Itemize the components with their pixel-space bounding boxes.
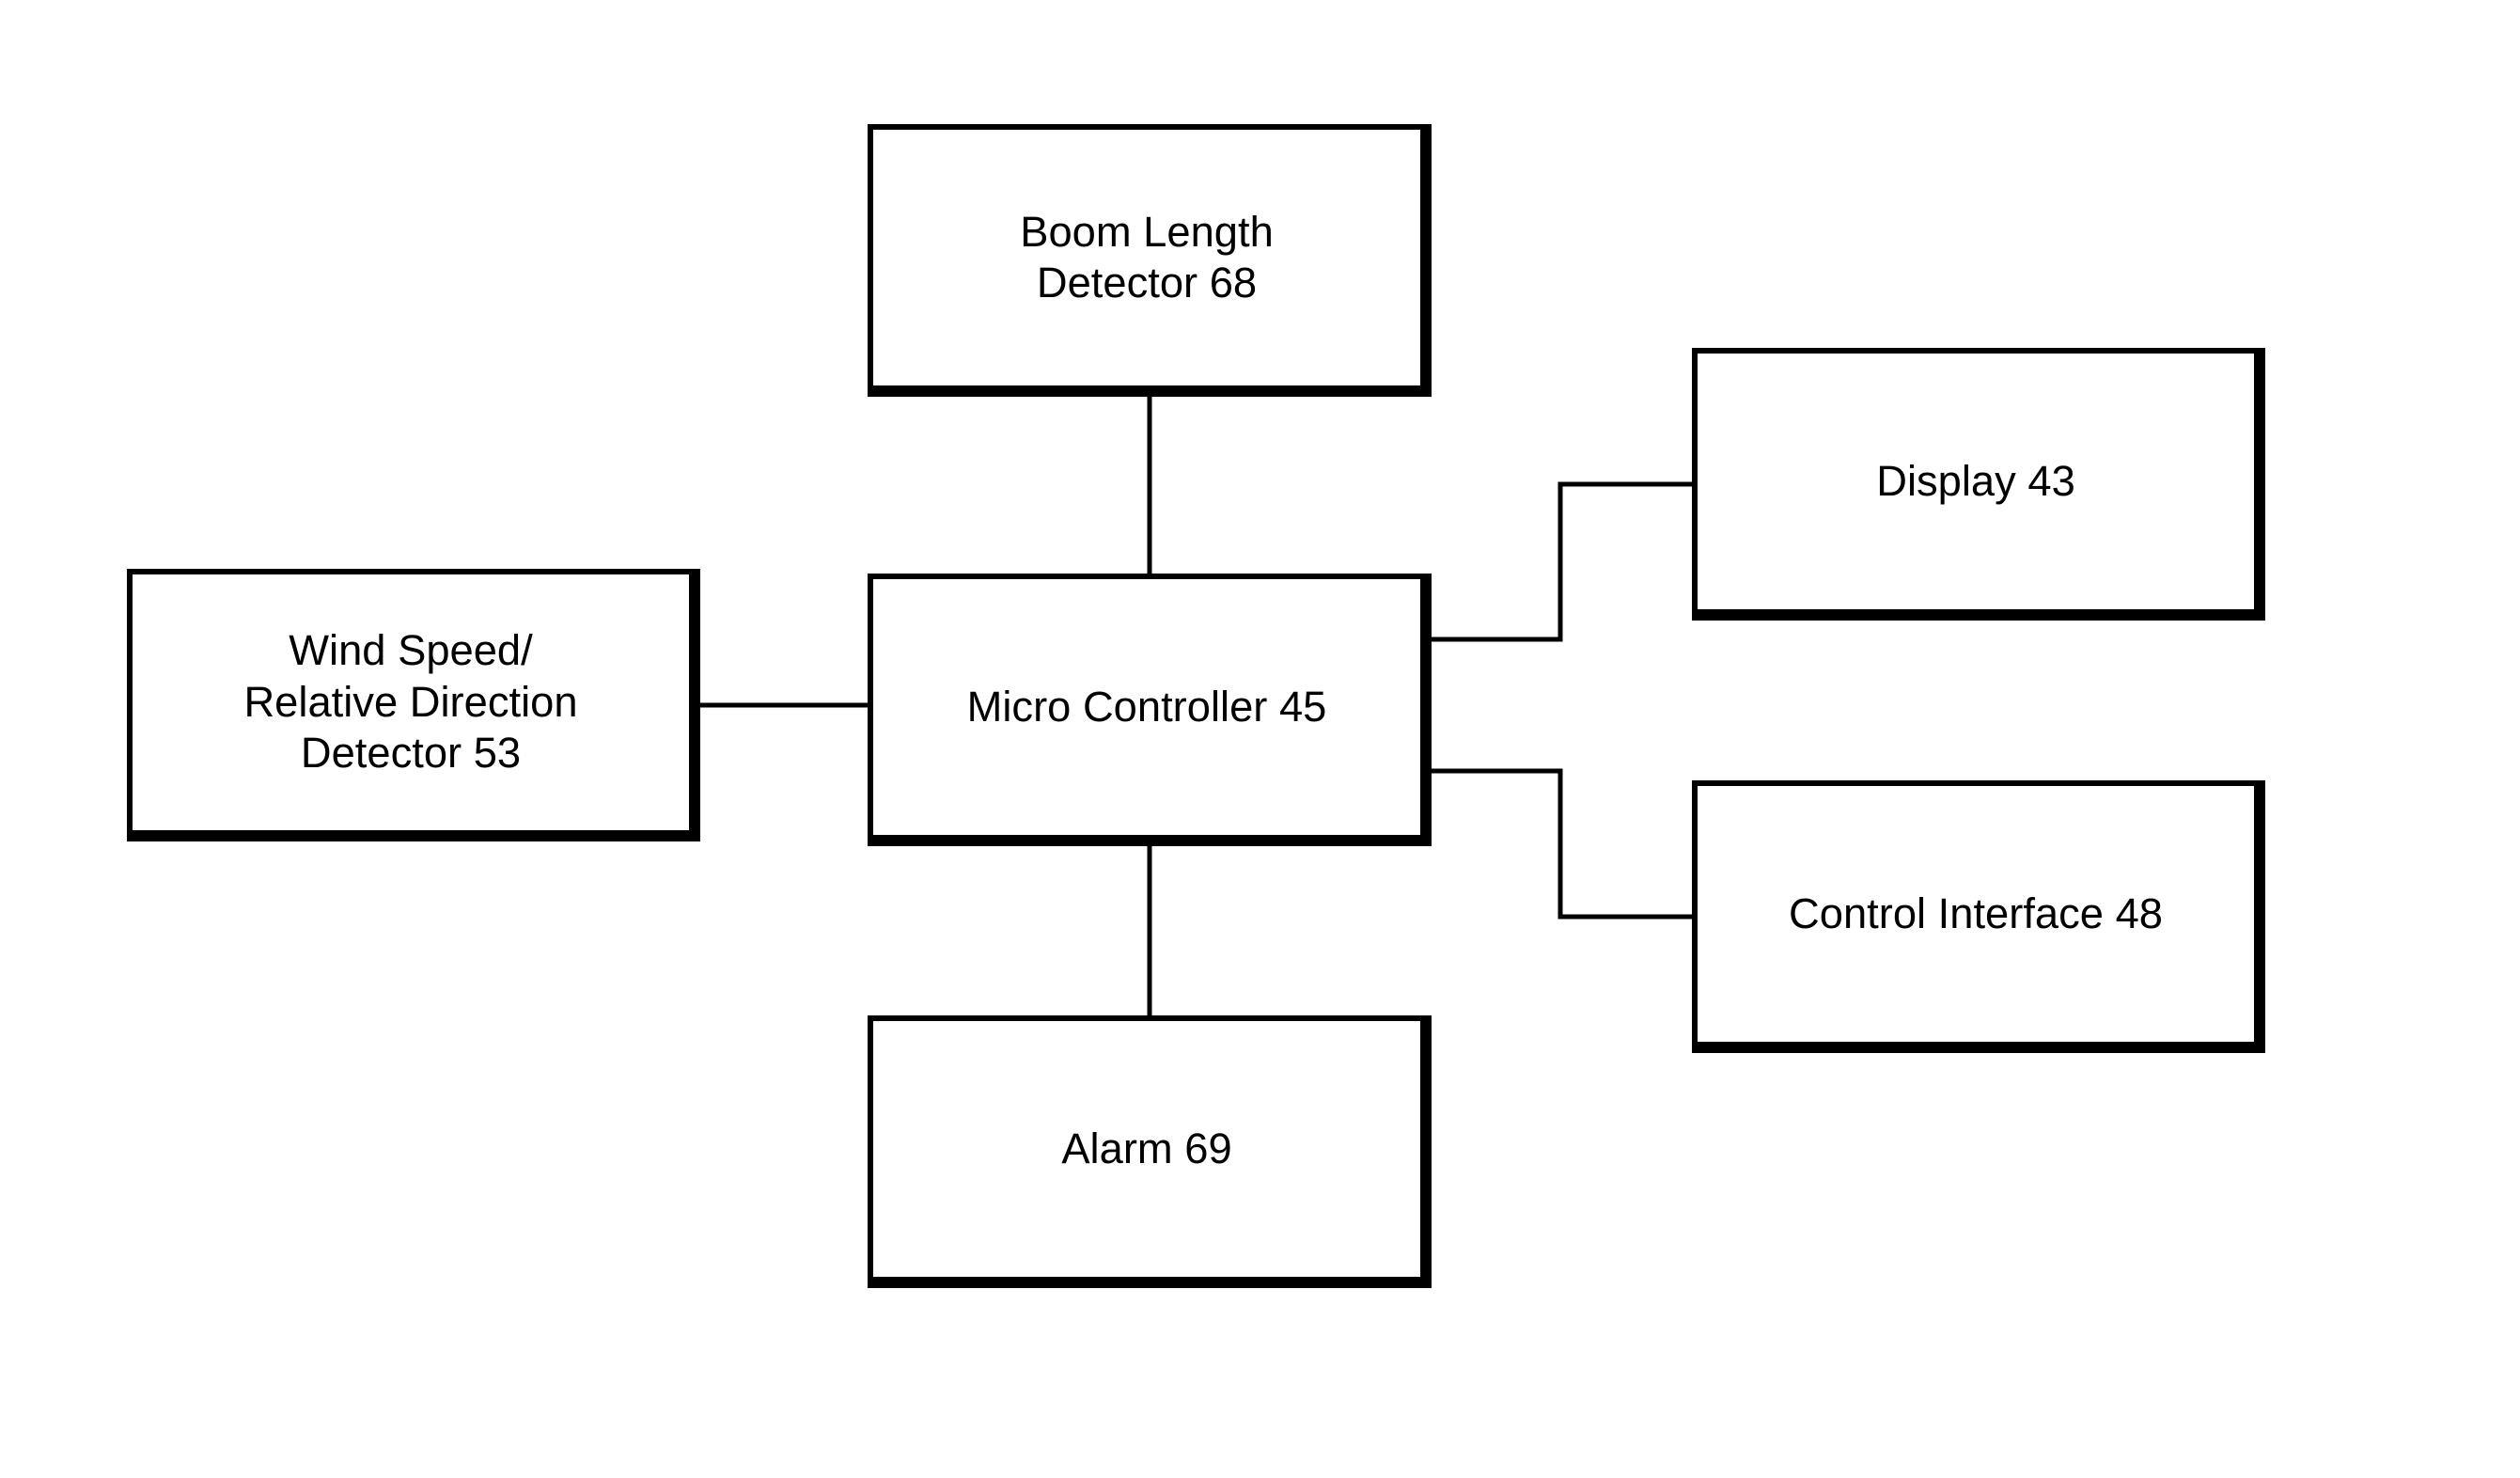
node-control-interface: Control Interface 48: [1692, 780, 2265, 1053]
edge: [1432, 771, 1692, 917]
node-label: Control Interface 48: [1789, 888, 2163, 939]
edge: [1432, 484, 1692, 639]
node-boom-length-detector: Boom LengthDetector 68: [868, 124, 1432, 397]
node-micro-controller: Micro Controller 45: [868, 574, 1432, 846]
node-label: Wind Speed/Relative DirectionDetector 53: [243, 625, 577, 778]
node-label: Display 43: [1876, 456, 2075, 507]
node-wind-detector: Wind Speed/Relative DirectionDetector 53: [127, 569, 700, 841]
node-alarm: Alarm 69: [868, 1015, 1432, 1288]
node-label: Micro Controller 45: [967, 682, 1327, 732]
node-label: Boom LengthDetector 68: [1020, 207, 1274, 309]
diagram-canvas: Boom LengthDetector 68 Micro Controller …: [0, 0, 2520, 1478]
node-display: Display 43: [1692, 348, 2265, 621]
node-label: Alarm 69: [1061, 1124, 1231, 1174]
